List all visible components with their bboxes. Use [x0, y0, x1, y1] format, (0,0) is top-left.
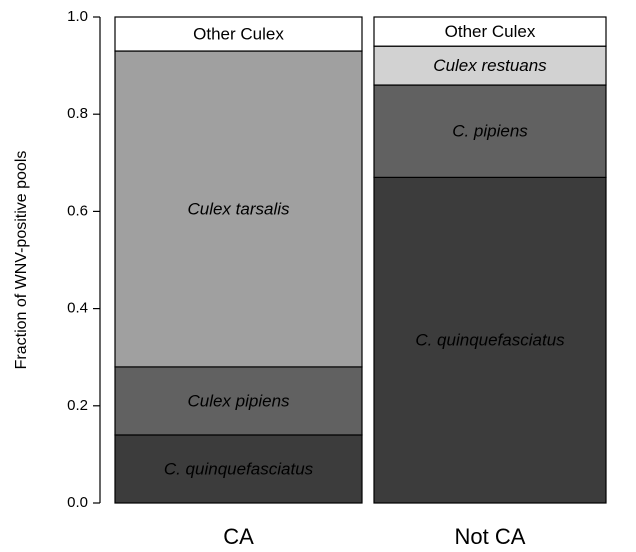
bar-segment [373, 16, 607, 47]
segment-label: C. quinquefasciatus [164, 459, 314, 478]
x-tick-label: Not CA [455, 524, 526, 549]
y-tick-label: 0.6 [67, 202, 88, 219]
bar-segment [373, 84, 607, 178]
segment-label: C. quinquefasciatus [415, 331, 565, 350]
y-tick-label: 0.0 [67, 494, 88, 511]
segment-label: C. pipiens [452, 122, 528, 141]
bar-segment [114, 50, 363, 368]
segment-label: Culex restuans [433, 56, 547, 75]
bar-segment [114, 366, 363, 436]
y-axis-label: Fraction of WNV-positive pools [13, 151, 30, 370]
y-tick-label: 0.2 [67, 397, 88, 414]
segment-label: Other Culex [445, 22, 536, 41]
bar-segment [373, 176, 607, 504]
y-tick-label: 0.8 [67, 105, 88, 122]
segment-label: Other Culex [193, 24, 284, 43]
y-tick-label: 0.4 [67, 300, 88, 317]
bar-segment [114, 434, 363, 504]
x-tick-label: CA [223, 524, 254, 549]
bar-segment [114, 16, 363, 52]
segment-label: Culex tarsalis [187, 199, 290, 218]
bar-segment [373, 45, 607, 86]
y-tick-label: 1.0 [67, 8, 88, 25]
segment-label: Culex pipiens [187, 391, 290, 410]
